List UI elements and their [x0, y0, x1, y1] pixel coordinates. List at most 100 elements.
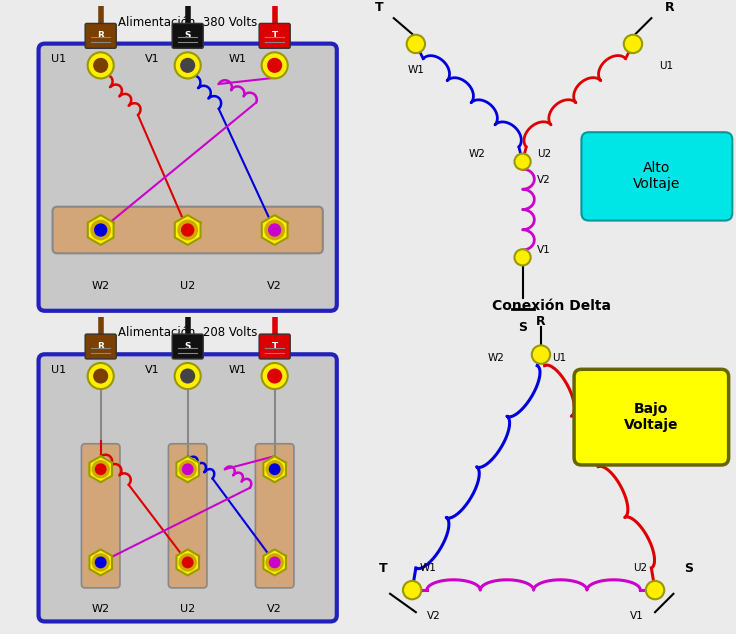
Circle shape: [181, 58, 194, 72]
Polygon shape: [177, 456, 199, 482]
FancyBboxPatch shape: [172, 334, 203, 359]
Text: Bajo
Voltaje: Bajo Voltaje: [624, 402, 679, 432]
Polygon shape: [88, 215, 113, 245]
FancyBboxPatch shape: [38, 44, 337, 311]
FancyBboxPatch shape: [255, 444, 294, 588]
Text: T: T: [378, 562, 387, 574]
FancyBboxPatch shape: [169, 444, 207, 588]
Circle shape: [91, 221, 110, 240]
Circle shape: [269, 464, 280, 474]
Text: S: S: [185, 342, 191, 351]
Circle shape: [183, 557, 193, 567]
Text: V2: V2: [537, 175, 551, 185]
Text: R: R: [97, 342, 104, 351]
Text: W2: W2: [469, 150, 486, 159]
Circle shape: [411, 39, 420, 48]
Circle shape: [408, 586, 417, 595]
FancyBboxPatch shape: [82, 444, 120, 588]
FancyBboxPatch shape: [52, 207, 323, 254]
Text: W1: W1: [229, 365, 247, 375]
Circle shape: [266, 554, 283, 571]
Circle shape: [514, 249, 531, 266]
Circle shape: [531, 346, 551, 364]
Text: U1: U1: [52, 365, 66, 375]
Text: W2: W2: [487, 353, 504, 363]
Text: W1: W1: [229, 54, 247, 64]
Text: V2: V2: [267, 604, 282, 614]
Circle shape: [179, 554, 197, 571]
Circle shape: [96, 464, 106, 474]
Polygon shape: [262, 215, 288, 245]
FancyBboxPatch shape: [38, 354, 337, 621]
Circle shape: [519, 158, 526, 165]
Circle shape: [269, 224, 280, 236]
Circle shape: [96, 557, 106, 567]
Text: R: R: [97, 31, 104, 41]
Circle shape: [514, 153, 531, 170]
Text: Alimentación  380 Volts: Alimentación 380 Volts: [118, 16, 258, 29]
Polygon shape: [89, 456, 112, 482]
Circle shape: [174, 53, 201, 79]
FancyBboxPatch shape: [581, 133, 732, 221]
Circle shape: [269, 557, 280, 567]
Text: U1: U1: [552, 353, 566, 363]
Text: W2: W2: [92, 281, 110, 291]
FancyBboxPatch shape: [172, 23, 203, 48]
Circle shape: [92, 554, 109, 571]
Text: S: S: [518, 321, 527, 333]
Text: V2: V2: [427, 611, 441, 621]
Text: V1: V1: [537, 245, 551, 255]
Circle shape: [88, 53, 114, 79]
Circle shape: [519, 254, 526, 261]
Text: Conexión Estrella: Conexión Estrella: [484, 0, 620, 3]
Text: U2: U2: [537, 150, 551, 159]
FancyBboxPatch shape: [574, 369, 729, 465]
Text: T: T: [272, 31, 277, 41]
FancyBboxPatch shape: [259, 334, 290, 359]
Text: U1: U1: [52, 54, 66, 64]
Text: U2: U2: [634, 563, 648, 573]
Circle shape: [403, 581, 421, 599]
Polygon shape: [263, 550, 286, 576]
Circle shape: [537, 350, 545, 359]
Circle shape: [261, 363, 288, 389]
Text: R: R: [536, 315, 546, 328]
Circle shape: [182, 224, 194, 236]
Polygon shape: [174, 215, 201, 245]
Circle shape: [268, 58, 281, 72]
Circle shape: [645, 581, 664, 599]
Circle shape: [178, 221, 197, 240]
FancyBboxPatch shape: [259, 23, 290, 48]
Circle shape: [266, 461, 283, 477]
Text: T: T: [272, 342, 277, 351]
Text: W1: W1: [420, 563, 436, 573]
Circle shape: [623, 35, 642, 53]
Polygon shape: [89, 550, 112, 576]
Text: S: S: [185, 31, 191, 41]
Text: W2: W2: [92, 604, 110, 614]
Text: V2: V2: [267, 281, 282, 291]
Circle shape: [94, 58, 107, 72]
Circle shape: [406, 35, 425, 53]
Text: U2: U2: [180, 604, 195, 614]
Text: U2: U2: [180, 281, 195, 291]
Text: R: R: [665, 1, 675, 13]
Text: Conexión Delta: Conexión Delta: [492, 299, 612, 313]
Text: T: T: [375, 1, 383, 13]
Text: V1: V1: [145, 365, 160, 375]
Circle shape: [268, 369, 281, 383]
Circle shape: [629, 39, 637, 48]
Circle shape: [88, 363, 114, 389]
Circle shape: [94, 369, 107, 383]
Text: S: S: [684, 562, 693, 574]
Circle shape: [95, 224, 107, 236]
Circle shape: [183, 464, 193, 474]
Text: Alto
Voltaje: Alto Voltaje: [633, 161, 681, 191]
Circle shape: [261, 53, 288, 79]
Text: V1: V1: [145, 54, 160, 64]
Circle shape: [92, 461, 109, 477]
Text: W1: W1: [408, 65, 424, 75]
Circle shape: [651, 586, 659, 595]
Circle shape: [265, 221, 284, 240]
Text: U1: U1: [659, 61, 673, 71]
